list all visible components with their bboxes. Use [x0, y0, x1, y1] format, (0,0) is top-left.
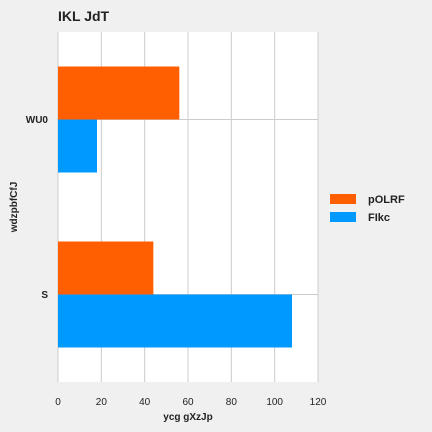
bar-pOLRF-S [58, 241, 154, 295]
x-tick-label: 80 [226, 397, 238, 408]
x-axis-ticks: 0 20 40 60 80 100 120 [55, 397, 327, 408]
legend: pOLRF FIkc [330, 194, 405, 224]
chart-title: IKL JdT [58, 8, 110, 24]
bar-FIkc-S [58, 294, 292, 348]
bar-series [58, 66, 292, 348]
y-tick-label: WU0 [26, 115, 49, 126]
bar-FIkc-WU0 [58, 119, 97, 173]
y-axis-ticks: WU0 S [26, 115, 49, 301]
x-tick-label: 60 [182, 397, 194, 408]
legend-label-FIkc: FIkc [368, 212, 390, 224]
x-tick-label: 40 [139, 397, 151, 408]
legend-label-pOLRF: pOLRF [368, 194, 405, 206]
x-tick-label: 0 [55, 397, 61, 408]
y-tick-label: S [41, 290, 48, 301]
bar-pOLRF-WU0 [58, 66, 180, 120]
legend-swatch-pOLRF [330, 194, 356, 204]
x-tick-label: 100 [266, 397, 283, 408]
x-axis-label: ycg gXzJp [163, 412, 212, 423]
x-tick-label: 20 [96, 397, 108, 408]
x-tick-label: 120 [310, 397, 327, 408]
y-axis-label: wdzpbfCfJ [9, 182, 20, 234]
legend-swatch-FIkc [330, 212, 356, 222]
